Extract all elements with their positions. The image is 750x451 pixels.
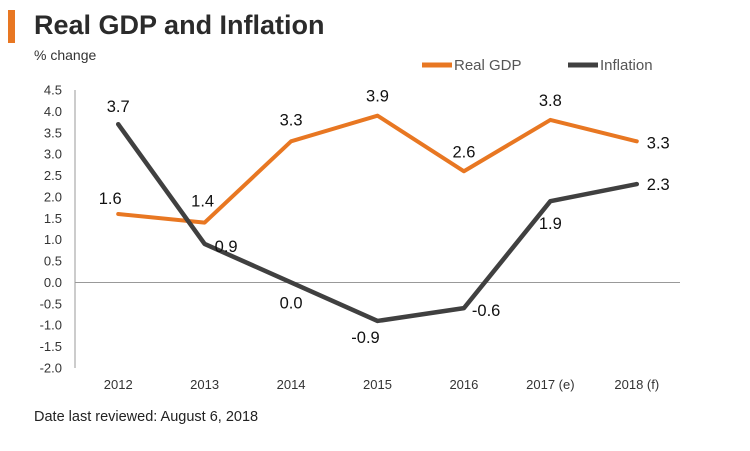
data-label: 3.8 [539, 92, 562, 110]
y-tick-label: -1.5 [40, 339, 62, 354]
y-tick-label: 2.5 [44, 168, 62, 183]
y-tick-label: -2.0 [40, 361, 62, 376]
y-tick-label: 1.5 [44, 211, 62, 226]
data-label: 2.3 [647, 176, 670, 194]
y-tick-label: -1.0 [40, 318, 62, 333]
y-tick-label: -0.5 [40, 296, 62, 311]
x-tick-label: 2014 [277, 377, 306, 392]
data-point [203, 221, 207, 225]
data-point [548, 199, 552, 203]
data-label: 3.3 [647, 134, 670, 152]
y-tick-label: 0.0 [44, 275, 62, 290]
data-label: 3.7 [107, 98, 130, 116]
data-point [548, 118, 552, 122]
data-label: 0.9 [215, 238, 238, 256]
data-label: 1.9 [539, 215, 562, 233]
x-tick-label: 2016 [449, 377, 478, 392]
title-accent-bar [8, 10, 15, 43]
data-label: -0.9 [351, 329, 379, 347]
data-point [462, 169, 466, 173]
x-tick-label: 2013 [190, 377, 219, 392]
y-tick-label: 1.0 [44, 232, 62, 247]
legend-label: Inflation [600, 57, 653, 74]
data-point [116, 122, 120, 126]
data-label: 2.6 [452, 143, 475, 161]
data-label: 1.6 [99, 190, 122, 208]
data-point [116, 212, 120, 216]
data-label: 3.9 [366, 88, 389, 106]
data-label: 3.3 [280, 111, 303, 129]
data-point [635, 182, 639, 186]
data-label: 0.0 [280, 294, 303, 312]
y-tick-label: 2.0 [44, 189, 62, 204]
data-point [462, 306, 466, 310]
x-tick-label: 2012 [104, 377, 133, 392]
y-tick-label: 3.0 [44, 147, 62, 162]
y-tick-label: 4.0 [44, 104, 62, 119]
y-tick-label: 4.5 [44, 83, 62, 98]
data-point [203, 242, 207, 246]
y-tick-label: 0.5 [44, 254, 62, 269]
x-tick-label: 2017 (e) [526, 377, 574, 392]
y-axis-units: % change [34, 47, 97, 63]
data-point [635, 139, 639, 143]
data-point [289, 280, 293, 284]
data-point [376, 114, 379, 118]
chart-title: Real GDP and Inflation [34, 10, 325, 40]
data-label: -0.6 [472, 302, 500, 320]
data-point [289, 139, 293, 143]
x-tick-label: 2015 [363, 377, 392, 392]
data-point [376, 319, 379, 323]
data-label: 1.4 [191, 193, 214, 211]
legend-label: Real GDP [454, 57, 522, 74]
review-date-note: Date last reviewed: August 6, 2018 [34, 409, 259, 425]
y-tick-label: 3.5 [44, 125, 62, 140]
x-tick-label: 2018 (f) [614, 377, 659, 392]
